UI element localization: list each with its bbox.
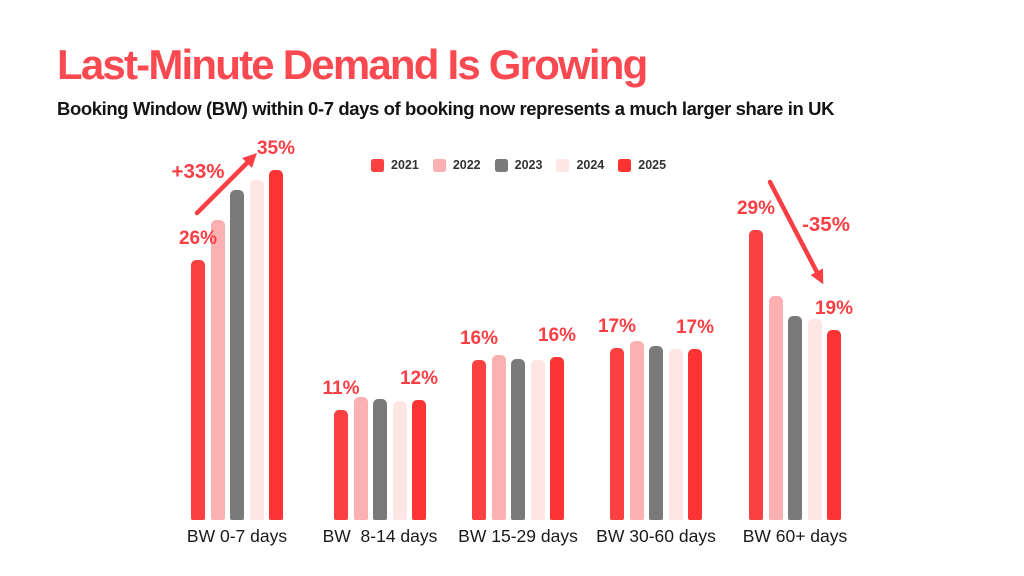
value-label-2021: 29% <box>736 198 776 219</box>
bar-2023 <box>788 316 802 520</box>
increase-arrow-icon <box>194 153 257 216</box>
bar-group-5 <box>749 230 841 520</box>
legend-swatch-2023 <box>494 158 508 172</box>
legend-item-2021: 2021 <box>371 158 419 172</box>
bar-2024 <box>530 360 545 520</box>
bar-group-1 <box>191 170 283 520</box>
bar-2024 <box>807 319 822 520</box>
decrease-arrow-icon <box>767 179 824 285</box>
change-annotation-down: -35% <box>802 213 850 236</box>
chart-legend: 2021 2022 2023 2024 2025 <box>371 158 666 172</box>
legend-item-2024: 2024 <box>556 158 604 172</box>
legend-label-2022: 2022 <box>452 158 481 172</box>
bar-2022 <box>210 220 225 520</box>
category-label: BW 60+ days <box>742 526 848 546</box>
value-label-2025: 17% <box>675 317 715 338</box>
legend-swatch-2025 <box>618 158 632 172</box>
legend-label-2023: 2023 <box>514 158 543 172</box>
bar-2021 <box>472 360 486 520</box>
bar-2021 <box>191 260 205 520</box>
bar-2025 <box>688 349 702 520</box>
value-label-2021: 16% <box>459 328 499 349</box>
change-annotation-up: +33% <box>171 160 225 183</box>
bar-2023 <box>511 359 525 520</box>
bar-2022 <box>353 397 368 520</box>
value-label-2025: 19% <box>814 298 854 319</box>
value-label-2025: 35% <box>256 138 296 159</box>
bar-2023 <box>373 399 387 520</box>
bar-2025 <box>412 400 426 520</box>
legend-swatch-2022 <box>432 158 446 172</box>
bar-2022 <box>768 296 783 520</box>
bar-group-2 <box>334 397 426 520</box>
category-label: BW 8-14 days <box>322 526 438 546</box>
bar-2024 <box>392 401 407 520</box>
bar-2025 <box>550 357 564 520</box>
legend-item-2025: 2025 <box>618 158 666 172</box>
category-label: BW 30-60 days <box>596 526 716 546</box>
legend-label-2021: 2021 <box>391 158 419 172</box>
value-label-2021: 17% <box>597 316 637 337</box>
bar-2022 <box>491 355 506 520</box>
bar-2024 <box>249 180 264 520</box>
bar-2023 <box>230 190 244 520</box>
bar-2021 <box>334 410 348 520</box>
bar-2025 <box>269 170 283 520</box>
bar-2023 <box>649 346 663 520</box>
legend-item-2022: 2022 <box>432 158 481 172</box>
value-label-2025: 16% <box>537 325 577 346</box>
legend-label-2024: 2024 <box>576 158 605 172</box>
page-subtitle: Booking Window (BW) within 0-7 days of b… <box>57 98 835 119</box>
legend-item-2023: 2023 <box>494 158 543 172</box>
value-label-2021: 11% <box>322 378 360 399</box>
legend-label-2025: 2025 <box>638 158 667 172</box>
bar-2021 <box>610 348 624 520</box>
bar-2022 <box>629 341 644 520</box>
legend-swatch-2021 <box>371 158 384 172</box>
category-label: BW 0-7 days <box>186 526 288 546</box>
legend-swatch-2024 <box>556 158 570 172</box>
bar-2025 <box>827 330 841 520</box>
page-title: Last-Minute Demand Is Growing <box>57 41 648 88</box>
bar-group-3 <box>472 355 564 520</box>
value-label-2025: 12% <box>399 368 439 389</box>
bar-2024 <box>668 349 683 520</box>
category-label: BW 15-29 days <box>458 526 578 546</box>
bar-2021 <box>749 230 763 520</box>
bar-group-4 <box>610 341 702 520</box>
value-label-2021: 26% <box>178 228 218 249</box>
